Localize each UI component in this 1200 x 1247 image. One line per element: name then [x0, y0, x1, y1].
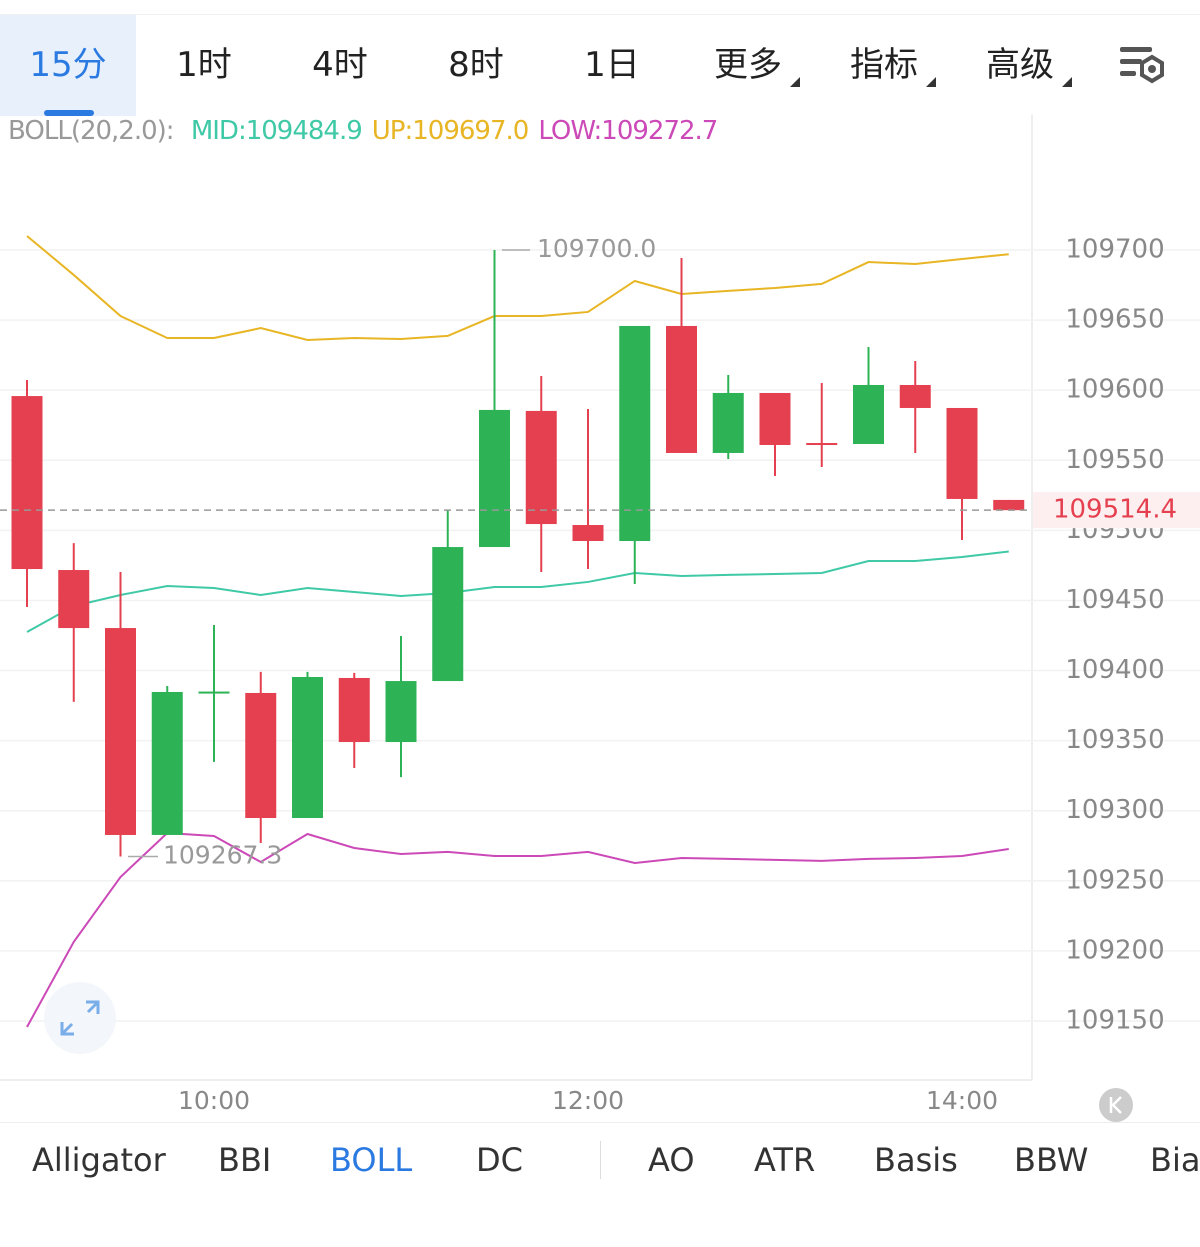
divider [600, 1141, 601, 1179]
dropdown-arrow [790, 77, 800, 87]
candle-body [198, 691, 230, 694]
expand-bg [44, 982, 116, 1054]
y-tick-label: 109300 [1065, 795, 1164, 825]
legend: BOLL(20,2.0): MID:109484.9 UP:109697.0 LOW… [8, 116, 727, 146]
indicator-label: BOLL(20,2.0): [8, 116, 175, 146]
x-tick-label: 12:00 [552, 1086, 624, 1115]
candle-body [479, 409, 510, 548]
dropdown-arrow [1062, 77, 1072, 87]
candle-body [853, 384, 884, 445]
y-tick-label: 109400 [1065, 655, 1164, 685]
indicator-tab[interactable]: BBW [1014, 1141, 1089, 1179]
y-tick-label: 109600 [1065, 375, 1164, 405]
y-tick-label: 109350 [1065, 725, 1164, 755]
indicator-tab[interactable]: AO [648, 1141, 695, 1179]
tab[interactable]: 1时 [176, 45, 232, 85]
chart: 109150 109200 109250 109300 109350 109400 1094… [0, 115, 1200, 1122]
candle-body [385, 681, 417, 743]
legend-entry: MID:109484.9 [190, 116, 363, 146]
last-price-box [1033, 492, 1200, 529]
tab[interactable]: 4时 [312, 45, 368, 85]
tab[interactable]: 1日 [584, 45, 640, 85]
candle-body [58, 570, 90, 629]
indicator-bar: Alligator BBI BOLL DC AO ATR Basis BBW Bias [0, 1122, 1200, 1203]
y-tick-label: 109200 [1065, 935, 1164, 965]
x-tick-label: 14:00 [926, 1086, 998, 1115]
candle-body [619, 325, 651, 542]
x-tick-label: 10:00 [178, 1086, 250, 1115]
candle-body [946, 407, 978, 499]
candle-body [899, 384, 931, 408]
y-tick-label: 109450 [1065, 585, 1164, 615]
y-tick-label: 109250 [1065, 865, 1164, 895]
tab[interactable]: 指标 [850, 45, 918, 85]
high-marker-label: 109700.0 [537, 234, 656, 263]
candle-body [432, 547, 464, 682]
candle-body [806, 443, 838, 446]
candle-body [151, 691, 183, 835]
candle-body [572, 525, 604, 542]
tab[interactable]: 15分 [0, 15, 136, 116]
legend-entry: LOW:109272.7 [538, 116, 718, 146]
indicator-tab[interactable]: BOLL [330, 1141, 413, 1179]
candle-body [666, 325, 697, 453]
y-tick-label: 109550 [1065, 445, 1164, 475]
candle-body [11, 396, 43, 570]
settings-icon[interactable] [1116, 37, 1176, 97]
indicator-tab[interactable]: Basis [874, 1141, 958, 1179]
expand-arrows [60, 1000, 100, 1036]
y-tick-label: 109650 [1065, 305, 1164, 335]
candle-body [759, 392, 791, 445]
candle-body [292, 676, 323, 819]
tab[interactable]: 高级 [986, 45, 1054, 85]
scroll-left-button [1099, 1088, 1133, 1122]
dropdown-arrow [926, 77, 936, 87]
tab[interactable]: 更多 [714, 45, 782, 85]
expand-icon[interactable] [44, 982, 116, 1054]
legend-entry: UP:109697.0 [371, 116, 530, 146]
candle-body [525, 410, 557, 525]
indicator-tab[interactable]: BBI [218, 1141, 272, 1179]
candle-body [105, 628, 136, 835]
candle-body [245, 692, 277, 819]
low-marker-label: 109267.3 [163, 841, 282, 870]
indicator-tab[interactable]: DC [476, 1141, 523, 1179]
candle-body [993, 499, 1025, 511]
indicator-tab[interactable]: Alligator [32, 1141, 166, 1179]
band-line [26, 550, 1009, 633]
band-line [26, 235, 1009, 341]
timeframe-tabs: 15分 1时 4时 8时 1日 更多 指标 高级 [0, 14, 1200, 116]
candle-body [712, 392, 744, 453]
band-line [26, 831, 1009, 1028]
last-price-label: 109514.4 [1053, 495, 1177, 525]
indicator-tab[interactable]: ATR [754, 1141, 816, 1179]
y-tick-label: 109700 [1065, 234, 1164, 264]
scroll-left-glyph [1109, 1096, 1122, 1114]
y-tick-label: 109150 [1065, 1005, 1164, 1035]
indicator-tab[interactable]: Bias [1150, 1141, 1200, 1179]
tab[interactable]: 8时 [448, 45, 504, 85]
active-underline [44, 110, 94, 116]
candle-body [338, 677, 370, 743]
